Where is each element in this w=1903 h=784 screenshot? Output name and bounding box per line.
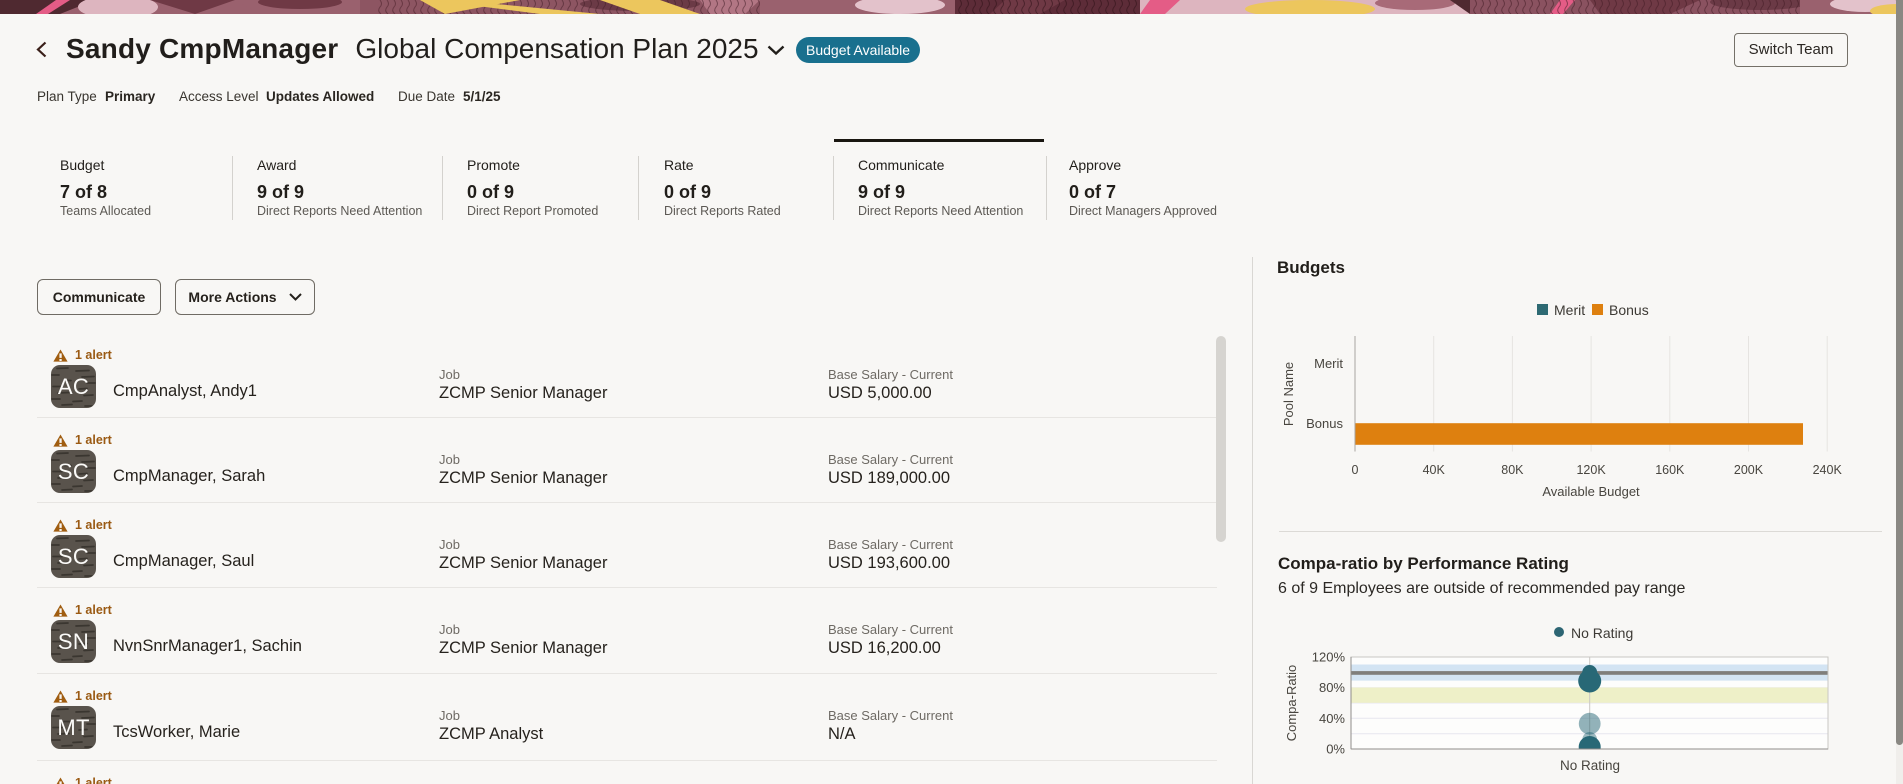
svg-text:Bonus: Bonus [1306, 416, 1343, 431]
svg-text:0: 0 [1352, 463, 1359, 477]
svg-text:240K: 240K [1813, 463, 1843, 477]
svg-text:200K: 200K [1734, 463, 1764, 477]
svg-text:Available Budget: Available Budget [1542, 484, 1640, 499]
svg-text:120K: 120K [1576, 463, 1606, 477]
svg-text:Pool Name: Pool Name [1281, 362, 1296, 426]
svg-text:No Rating: No Rating [1560, 758, 1620, 773]
svg-text:120%: 120% [1312, 650, 1346, 665]
svg-text:80%: 80% [1319, 680, 1345, 695]
svg-text:80K: 80K [1501, 463, 1524, 477]
svg-text:160K: 160K [1655, 463, 1685, 477]
svg-text:40%: 40% [1319, 711, 1345, 726]
svg-text:40K: 40K [1423, 463, 1446, 477]
svg-text:Merit: Merit [1314, 356, 1343, 371]
svg-text:0%: 0% [1326, 742, 1345, 757]
svg-text:Compa-Ratio: Compa-Ratio [1284, 665, 1299, 742]
